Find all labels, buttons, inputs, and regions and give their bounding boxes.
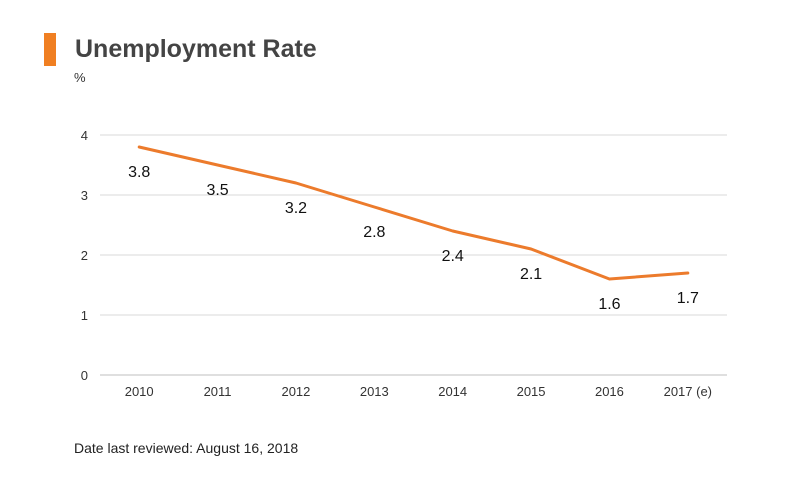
x-tick-label: 2015 — [517, 384, 546, 399]
x-tick-label: 2011 — [204, 384, 232, 399]
y-tick-label: 0 — [81, 368, 88, 383]
x-tick-label: 2010 — [125, 384, 154, 399]
data-label: 2.4 — [442, 248, 464, 265]
data-label: 2.1 — [520, 266, 542, 283]
series-line — [137, 145, 690, 281]
chart-title: Unemployment Rate — [75, 35, 317, 63]
x-tick-label: 2014 — [438, 384, 467, 399]
y-tick-label: 1 — [81, 308, 88, 323]
data-label: 1.6 — [598, 296, 620, 313]
x-tick-label: 2016 — [595, 384, 624, 399]
x-tick-label: 2013 — [360, 384, 389, 399]
x-tick-label: 2017 (e) — [664, 384, 712, 399]
data-label: 3.8 — [128, 164, 150, 181]
data-label: 3.2 — [285, 200, 307, 217]
y-tick-label: 3 — [81, 188, 88, 203]
y-tick-label: 2 — [81, 248, 88, 263]
data-label: 1.7 — [677, 290, 699, 307]
title-accent-bar — [44, 33, 56, 66]
data-label: 2.8 — [363, 224, 385, 241]
x-tick-label: 2012 — [281, 384, 310, 399]
data-label: 3.5 — [206, 182, 228, 199]
y-axis-unit-label: % — [74, 70, 86, 85]
y-tick-label: 4 — [81, 128, 88, 143]
date-reviewed-note: Date last reviewed: August 16, 2018 — [74, 440, 299, 456]
